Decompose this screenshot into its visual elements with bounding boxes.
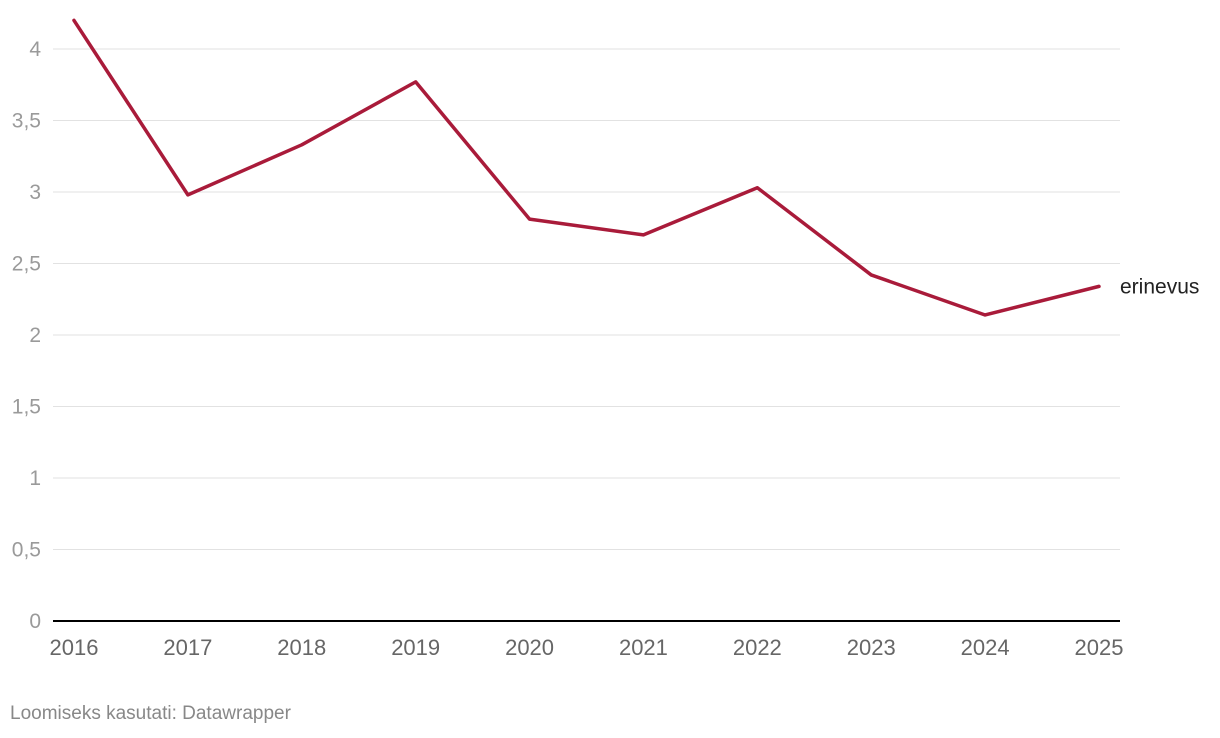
series-line bbox=[72, 18, 1101, 317]
x-axis: 2016 2017 2018 2019 2020 2021 2022 2023 2024 2025 bbox=[50, 635, 1124, 660]
y-tick-label: 0,5 bbox=[12, 539, 41, 562]
y-tick-label: 3,5 bbox=[12, 110, 41, 133]
x-tick-label: 2017 bbox=[163, 635, 212, 660]
y-tick-label: 4 bbox=[29, 38, 41, 61]
x-tick-label: 2024 bbox=[961, 635, 1010, 660]
y-tick-label: 2,5 bbox=[12, 253, 41, 276]
data-point bbox=[300, 143, 304, 147]
x-tick-label: 2020 bbox=[505, 635, 554, 660]
y-tick-label: 2 bbox=[29, 324, 41, 347]
x-tick-label: 2022 bbox=[733, 635, 782, 660]
y-tick-label: 0 bbox=[29, 610, 41, 633]
data-point bbox=[1097, 284, 1101, 288]
series-label: erinevus bbox=[1120, 275, 1199, 298]
y-tick-label: 1,5 bbox=[12, 396, 41, 419]
gridlines bbox=[53, 48, 1120, 550]
data-point bbox=[72, 18, 76, 22]
data-point bbox=[528, 217, 532, 221]
x-tick-label: 2016 bbox=[50, 635, 99, 660]
y-tick-label: 3 bbox=[29, 181, 41, 204]
data-point bbox=[186, 193, 190, 197]
x-tick-label: 2025 bbox=[1075, 635, 1124, 660]
data-point bbox=[414, 80, 418, 84]
x-tick-label: 2021 bbox=[619, 635, 668, 660]
y-axis: 0 0,5 1 1,5 2 2,5 3 3,5 4 bbox=[12, 38, 42, 633]
data-point bbox=[755, 186, 759, 190]
data-point bbox=[641, 233, 645, 237]
y-tick-label: 1 bbox=[29, 467, 41, 490]
x-tick-label: 2023 bbox=[847, 635, 896, 660]
data-point bbox=[983, 313, 987, 317]
data-point bbox=[869, 273, 873, 277]
x-tick-label: 2018 bbox=[277, 635, 326, 660]
source-note: Loomiseks kasutati: Datawrapper bbox=[10, 703, 291, 724]
series-layer: erinevus bbox=[72, 18, 1199, 317]
x-tick-label: 2019 bbox=[391, 635, 440, 660]
